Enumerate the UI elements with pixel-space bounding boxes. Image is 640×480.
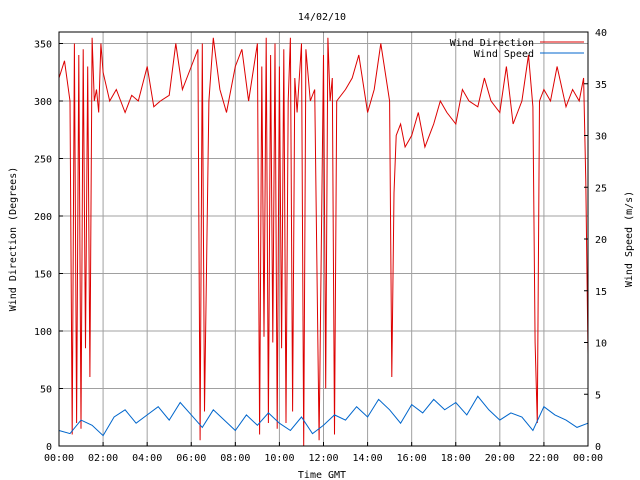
y-right-tick-label: 35 — [595, 80, 607, 91]
x-tick-label: 00:00 — [44, 453, 74, 464]
y-left-tick-label: 50 — [40, 385, 52, 396]
y-left-tick-label: 250 — [34, 155, 52, 166]
legend-label-wind-direction: Wind Direction — [450, 38, 534, 49]
x-tick-label: 14:00 — [353, 453, 383, 464]
y-axis-right-label: Wind Speed (m/s) — [624, 191, 635, 287]
x-axis-ticks: 00:00 02:00 04:00 06:00 08:00 10:00 12:00 14:00… — [44, 442, 603, 464]
x-tick-label: 00:00 — [573, 453, 603, 464]
y-right-tick-label: 15 — [595, 287, 607, 298]
y-left-tick-label: 150 — [34, 270, 52, 281]
x-tick-label: 02:00 — [88, 453, 118, 464]
y-right-tick-label: 30 — [595, 132, 607, 143]
series-layer — [58, 37, 589, 447]
x-tick-label: 08:00 — [220, 453, 250, 464]
y-axis-right-ticks: 0 5 10 15 20 25 30 35 40 — [584, 28, 607, 453]
legend: Wind Direction Wind Speed — [450, 38, 584, 60]
y-right-tick-label: 10 — [595, 339, 607, 350]
x-axis-label: Time GMT — [298, 470, 346, 480]
x-tick-label: 04:00 — [132, 453, 162, 464]
y-axis-left-ticks: 0 50 100 150 200 250 300 350 — [34, 40, 63, 453]
x-tick-label: 12:00 — [308, 453, 338, 464]
chart-title: 14/02/10 — [298, 12, 346, 23]
series-line-wind-direction — [58, 37, 589, 447]
y-left-tick-label: 300 — [34, 97, 52, 108]
y-axis-left-label: Wind Direction (Degrees) — [8, 167, 19, 312]
x-tick-label: 20:00 — [485, 453, 515, 464]
x-tick-label: 16:00 — [397, 453, 427, 464]
x-tick-label: 18:00 — [441, 453, 471, 464]
y-right-tick-label: 25 — [595, 183, 607, 194]
y-right-tick-label: 0 — [595, 442, 601, 453]
y-right-tick-label: 40 — [595, 28, 607, 39]
series-line-wind-speed — [58, 395, 589, 437]
y-right-tick-label: 20 — [595, 235, 607, 246]
legend-label-wind-speed: Wind Speed — [474, 49, 534, 60]
x-tick-label: 06:00 — [176, 453, 206, 464]
y-left-tick-label: 200 — [34, 212, 52, 223]
x-tick-label: 22:00 — [529, 453, 559, 464]
y-left-tick-label: 0 — [46, 442, 52, 453]
y-left-tick-label: 100 — [34, 327, 52, 338]
y-left-tick-label: 350 — [34, 40, 52, 51]
x-tick-label: 10:00 — [264, 453, 294, 464]
y-right-tick-label: 5 — [595, 390, 601, 401]
